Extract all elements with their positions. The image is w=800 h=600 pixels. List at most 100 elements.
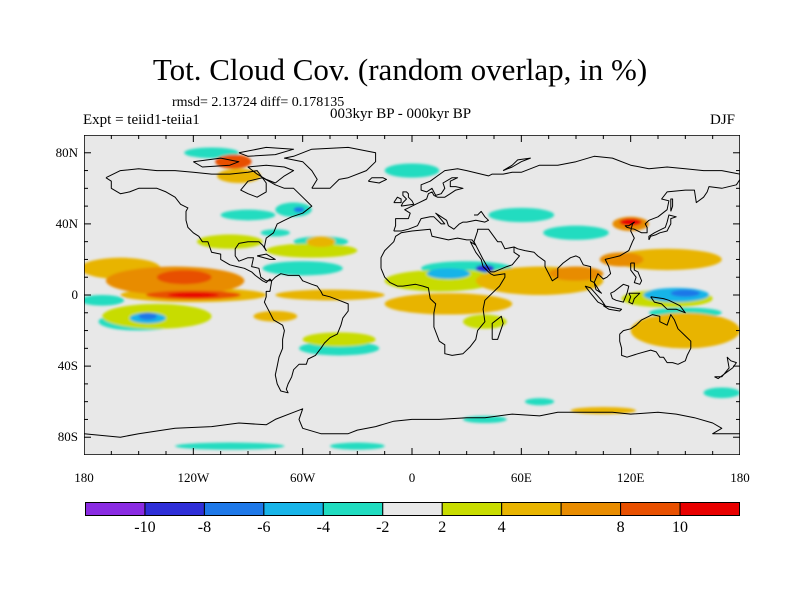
chart-title: Tot. Cloud Cov. (random overlap, in %) <box>152 52 648 87</box>
coastline <box>380 228 506 356</box>
colorbar-swatch <box>620 502 681 516</box>
coastline <box>513 179 740 294</box>
anomaly-patch <box>215 154 252 169</box>
coastline <box>670 198 674 212</box>
colorbar-swatch <box>203 502 265 516</box>
colorbar-swatch <box>322 502 384 516</box>
coastline <box>238 146 295 157</box>
x-tick-label: 120W <box>177 470 210 485</box>
colorbar-label: -8 <box>197 519 212 536</box>
anomaly-patch <box>463 415 507 424</box>
coastline <box>193 157 240 168</box>
anomaly-patch <box>167 292 219 298</box>
colorbar-swatch <box>263 502 324 516</box>
anomaly-patch <box>275 289 385 301</box>
coastline <box>367 177 387 184</box>
coastline <box>502 157 531 172</box>
anomaly-patch <box>253 311 298 322</box>
anomaly-patch <box>619 218 642 226</box>
colorbar-swatch <box>382 502 443 516</box>
colorbar-swatch <box>85 502 146 516</box>
x-tick-label: 60W <box>290 470 316 485</box>
colorbar-label: -2 <box>376 519 390 536</box>
anomaly-patch <box>266 243 358 258</box>
anomaly-patch <box>703 387 740 399</box>
anomaly-patch <box>275 202 312 217</box>
anomaly-patch <box>426 268 471 279</box>
y-tick-label: 40N <box>55 215 78 231</box>
anomaly-patch <box>330 442 385 450</box>
anomaly-patch <box>156 270 212 285</box>
anomaly-patch <box>384 293 513 315</box>
anomaly-patch <box>220 209 276 221</box>
coastline <box>283 146 377 189</box>
coastline <box>630 262 643 285</box>
colorbar-label: 4 <box>497 519 506 536</box>
anomaly-patch <box>524 398 555 406</box>
anomaly-patch <box>488 207 555 223</box>
x-tick-label: 120E <box>616 470 645 485</box>
coastline <box>256 253 276 260</box>
coastline <box>628 292 641 305</box>
season-label: DJF <box>710 112 736 128</box>
coastline <box>393 155 740 232</box>
anomaly-patch <box>260 229 290 237</box>
coastline <box>393 210 489 232</box>
y-tick-label: 0 <box>71 287 79 302</box>
y-tick-label: 40S <box>57 358 78 374</box>
anomaly-patch <box>262 261 343 276</box>
coastline <box>619 314 692 365</box>
anomaly-patch <box>384 163 440 178</box>
colorbar-swatch <box>560 502 622 516</box>
colorbar-label: 2 <box>438 519 447 536</box>
x-tick-label: 60E <box>510 470 532 485</box>
colorbar-swatch <box>144 502 205 516</box>
anomaly-patch <box>670 289 700 297</box>
anomaly-patch <box>175 442 285 450</box>
x-tick-label: 180 <box>730 470 750 485</box>
anomaly-patch <box>196 234 263 249</box>
coastline <box>105 168 313 284</box>
colorbar-label: -10 <box>134 519 156 536</box>
coastline <box>610 283 630 303</box>
coastline <box>247 164 295 184</box>
stats-label: rmsd= 2.13724 diff= 0.178135 <box>172 95 345 110</box>
x-tick-label: 180 <box>74 470 94 485</box>
experiment-label: Expt = teiid1-teiia1 <box>83 112 200 128</box>
coastline <box>393 196 402 204</box>
coastline <box>473 228 520 273</box>
y-tick-label: 80S <box>57 429 78 445</box>
anomaly-patch <box>306 236 336 247</box>
coastline <box>648 214 677 241</box>
anomaly-fields <box>84 147 740 450</box>
colorbar-swatch <box>501 502 562 516</box>
colorbar-swatch <box>679 502 740 516</box>
anomaly-patch <box>570 407 637 415</box>
anomaly-patch <box>138 312 157 320</box>
coastline <box>603 305 623 312</box>
anomaly-patch <box>543 225 609 240</box>
coastline <box>650 296 686 314</box>
x-tick-label: 0 <box>408 470 416 485</box>
coastline <box>491 315 504 340</box>
y-tick-label: 80N <box>55 144 78 160</box>
coastline <box>714 356 737 380</box>
anomaly-patch <box>302 332 376 347</box>
axis-ticks <box>84 135 740 455</box>
coastline <box>263 273 349 394</box>
colorbar-swatch <box>441 502 503 516</box>
anomaly-patch <box>548 266 604 281</box>
colorbar-label: -4 <box>316 519 330 536</box>
colorbar-label: -6 <box>257 519 271 536</box>
period-label: 003kyr BP - 000kyr BP <box>330 106 472 122</box>
colorbar <box>85 502 740 516</box>
anomaly-patch <box>84 295 125 306</box>
colorbar-label: 10 <box>672 519 689 536</box>
coastline <box>84 408 740 438</box>
anomaly-patch <box>630 312 740 349</box>
map-plot <box>84 135 740 455</box>
coastlines <box>84 146 740 438</box>
colorbar-label: 8 <box>616 519 625 536</box>
coastline <box>400 191 415 207</box>
anomaly-patch <box>612 248 722 271</box>
